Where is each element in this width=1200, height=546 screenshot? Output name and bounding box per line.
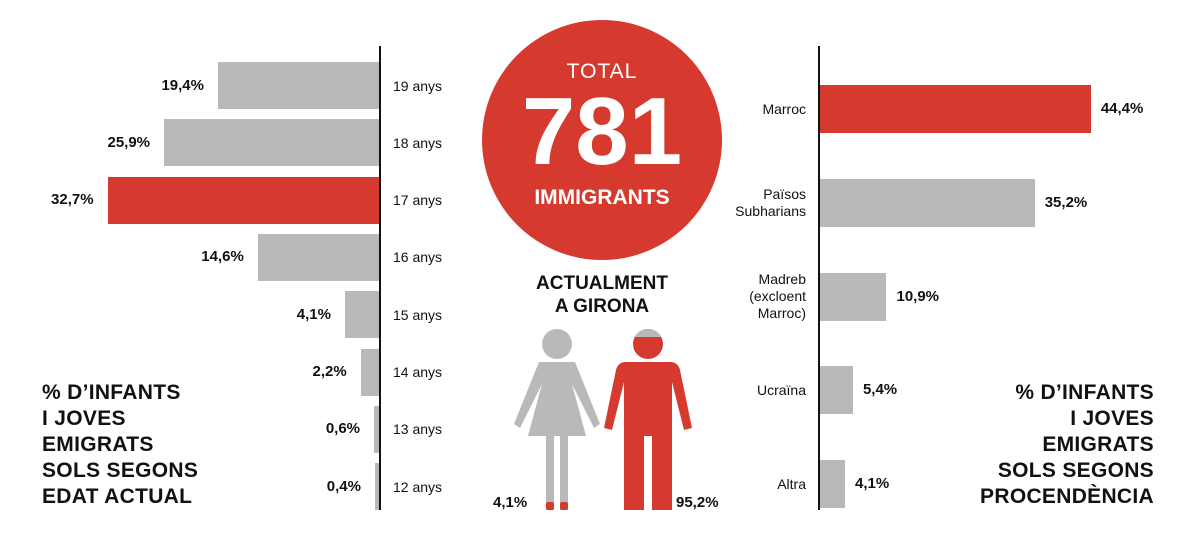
age-bar (107, 176, 379, 224)
age-value-label: 19,4% (161, 76, 204, 94)
male-percentage: 95,2% (676, 494, 719, 511)
origin-bar (820, 366, 853, 415)
origin-category-label: Ucraïna (756, 381, 806, 398)
age-category-label: 14 anys (393, 364, 443, 380)
right-axis (818, 46, 820, 510)
total-circle: TOTAL 781 IMMIGRANTS (482, 20, 722, 260)
origin-value-label: 5,4% (862, 381, 898, 399)
origin-bar (820, 85, 1091, 133)
male-figure-icon (604, 329, 692, 510)
origin-bar (820, 272, 887, 321)
left-heading: % D’INFANTS I JOVES EMIGRATS SOLS SEGONS… (42, 381, 199, 508)
age-bar (344, 291, 379, 339)
female-percentage: 4,1% (493, 494, 528, 511)
age-bar (374, 405, 379, 453)
origin-value-label: 44,4% (1100, 100, 1144, 117)
origin-category-label: Marroc (762, 100, 806, 117)
age-bar (375, 463, 379, 511)
total-unit: IMMIGRANTS (534, 186, 670, 209)
age-bar (257, 233, 379, 281)
age-bar (164, 119, 379, 167)
age-value-label: 25,9% (107, 133, 151, 151)
origin-category-label: Altra (777, 475, 806, 492)
age-value-label: 32,7% (51, 191, 94, 209)
origin-category-label: Madreb (excloent Marroc) (749, 271, 806, 322)
age-value-label: 0,4% (326, 477, 361, 495)
total-label: TOTAL (566, 60, 638, 83)
right-heading: % D’INFANTS I JOVES EMIGRATS SOLS SEGONS… (980, 381, 1154, 508)
age-category-label: 12 anys (393, 478, 443, 495)
age-value-label: 14,6% (201, 248, 244, 266)
age-value-label: 0,6% (325, 420, 361, 438)
age-category-label: 19 anys (393, 77, 443, 94)
origin-value-label: 4,1% (855, 475, 890, 493)
age-category-label: 17 anys (393, 192, 443, 209)
age-bar (217, 62, 379, 109)
total-value: 781 (521, 78, 683, 185)
left-axis (379, 46, 381, 510)
age-value-label: 4,1% (296, 305, 331, 323)
origin-category-label: Països Subharians (735, 185, 806, 219)
age-category-label: 13 anys (393, 421, 443, 438)
age-category-label: 18 anys (393, 134, 443, 151)
origin-bar (820, 178, 1035, 227)
female-figure-icon (514, 329, 600, 510)
age-value-label: 2,2% (312, 363, 347, 380)
location-text: ACTUALMENT A GIRONA (536, 273, 668, 317)
origin-bar (820, 460, 845, 509)
age-bar (360, 348, 379, 396)
origin-value-label: 35,2% (1044, 193, 1088, 211)
age-category-label: 15 anys (393, 306, 443, 323)
age-category-label: 16 anys (393, 249, 443, 266)
origin-value-label: 10,9% (896, 287, 940, 305)
